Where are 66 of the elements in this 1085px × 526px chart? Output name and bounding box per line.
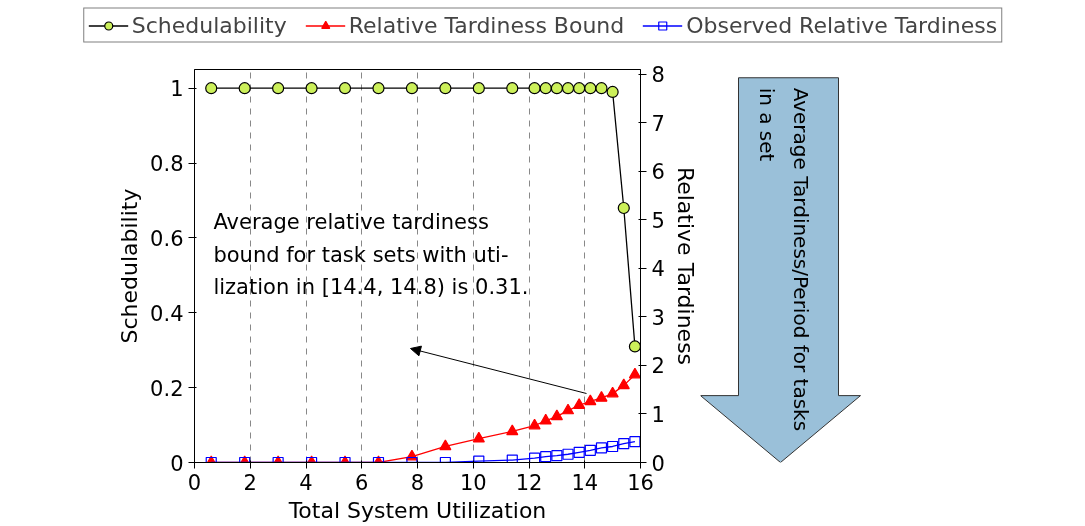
point: [539, 82, 552, 95]
point: [584, 82, 597, 95]
legend-label: Observed Relative Tardiness: [686, 12, 998, 38]
y2-tick-label: 0: [651, 451, 665, 476]
legend-label: Relative Tardiness Bound: [348, 12, 625, 38]
y-tick-label: 0: [170, 451, 184, 476]
point: [539, 413, 552, 425]
point: [617, 201, 630, 215]
x-tick-label: 2: [243, 470, 257, 495]
point: [561, 403, 575, 415]
point: [472, 431, 485, 443]
point: [606, 85, 619, 99]
y-tick-label: 0.8: [150, 152, 184, 177]
y-tick-label: 0.6: [150, 226, 184, 251]
point: [506, 454, 518, 463]
x-axis-title: Total System Utilization: [287, 497, 547, 523]
x-tick-label: 6: [355, 470, 369, 495]
x-tick-label: 0: [187, 470, 202, 495]
y-tick-label: 0.2: [150, 376, 184, 401]
y2-tick-label: 8: [651, 63, 665, 88]
y2-tick-label: 1: [651, 402, 665, 427]
x-tick-label: 10: [459, 470, 487, 495]
point: [606, 386, 619, 398]
point: [617, 378, 630, 390]
point: [573, 82, 586, 95]
y2-tick-label: 7: [651, 111, 665, 136]
point: [584, 394, 597, 406]
point: [372, 82, 385, 95]
point: [439, 82, 452, 95]
point: [305, 82, 318, 95]
point: [506, 424, 519, 436]
point: [439, 439, 452, 451]
y-axis-title: Schedulability: [117, 188, 143, 344]
x-tick-label: 8: [410, 470, 425, 495]
point: [573, 398, 586, 410]
y2-tick-label: 4: [651, 257, 665, 282]
y2-tick-label: 3: [651, 305, 665, 330]
point: [628, 340, 641, 353]
y2-tick-label: 6: [651, 160, 665, 185]
x-tick-label: 12: [515, 470, 543, 495]
point: [550, 409, 563, 421]
point: [205, 82, 218, 95]
y-tick-label: 0.4: [150, 301, 184, 326]
y2-tick-label: 5: [651, 208, 665, 233]
text: Average Tardiness/Period for tasks in a set: [754, 87, 813, 432]
annotation: Average relative tardiness bound for task sets with uti- lization in [14.4, 14.8) is 0.31.: [213, 210, 529, 300]
y2-tick-label: 2: [651, 354, 665, 379]
point: [595, 391, 608, 402]
point: [528, 82, 541, 95]
point: [405, 82, 419, 95]
x-tick-label: 4: [299, 470, 313, 495]
x-tick-label: 16: [627, 470, 654, 495]
y-tick-label: 1: [170, 77, 184, 102]
point: [561, 82, 575, 95]
point: [238, 82, 251, 95]
point: [628, 367, 641, 379]
legend-label: Schedulability: [131, 12, 287, 38]
x-tick-label: 14: [571, 470, 599, 495]
point: [272, 82, 285, 95]
point: [528, 418, 541, 430]
point: [595, 82, 608, 95]
point: [550, 82, 563, 95]
point: [338, 82, 352, 95]
point: [472, 82, 485, 95]
point: [506, 82, 519, 95]
y2-axis-title: Relative Tardiness: [672, 166, 698, 366]
